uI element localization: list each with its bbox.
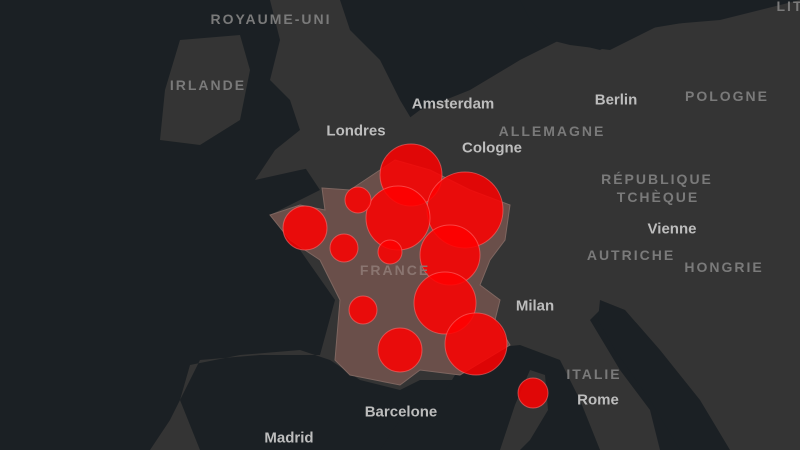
label-country: FRANCE <box>359 262 431 278</box>
label-country: HONGRIE <box>684 259 764 275</box>
case-marker-normandie[interactable] <box>344 186 372 214</box>
label-country: AUTRICHE <box>586 247 676 263</box>
label-city: Berlin <box>594 91 638 109</box>
case-marker-bretagne[interactable] <box>282 205 328 251</box>
label-country: RÉPUBLIQUE <box>601 171 713 187</box>
label-city: Madrid <box>264 429 314 447</box>
label-city: Cologne <box>462 139 522 157</box>
label-country: POLOGNE <box>684 88 770 104</box>
sea-tyrrhenian <box>380 345 600 450</box>
sea-baltic <box>520 0 800 50</box>
land-ireland <box>160 35 250 145</box>
case-marker-pays-de-la-loire[interactable] <box>329 233 359 263</box>
label-country: ROYAUME-UNI <box>210 11 332 27</box>
sea-adriatic <box>598 300 730 450</box>
label-city: Vienne <box>647 220 697 238</box>
case-marker-provence-alpes-c-te-d-azur[interactable] <box>444 312 508 376</box>
case-marker-corse[interactable] <box>517 377 549 409</box>
land-great-britain <box>255 0 415 180</box>
label-city: Barcelone <box>364 403 438 421</box>
label-city: Londres <box>326 122 386 140</box>
label-city: Rome <box>577 391 619 409</box>
label-country: IRLANDE <box>169 77 247 93</box>
label-city: Amsterdam <box>411 95 495 113</box>
label-country: TCHÈQUE <box>616 189 700 205</box>
case-marker-nouvelle-aquitaine[interactable] <box>348 295 378 325</box>
case-marker-occitanie[interactable] <box>377 327 423 373</box>
case-marker--le-de-france[interactable] <box>365 185 431 251</box>
label-country: ALLEMAGNE <box>498 123 606 139</box>
label-country: ITALIE <box>566 366 622 382</box>
case-marker-centre-val-de-loire[interactable] <box>377 239 403 265</box>
label-city: Milan <box>515 297 555 315</box>
label-country: LIT <box>776 0 800 14</box>
